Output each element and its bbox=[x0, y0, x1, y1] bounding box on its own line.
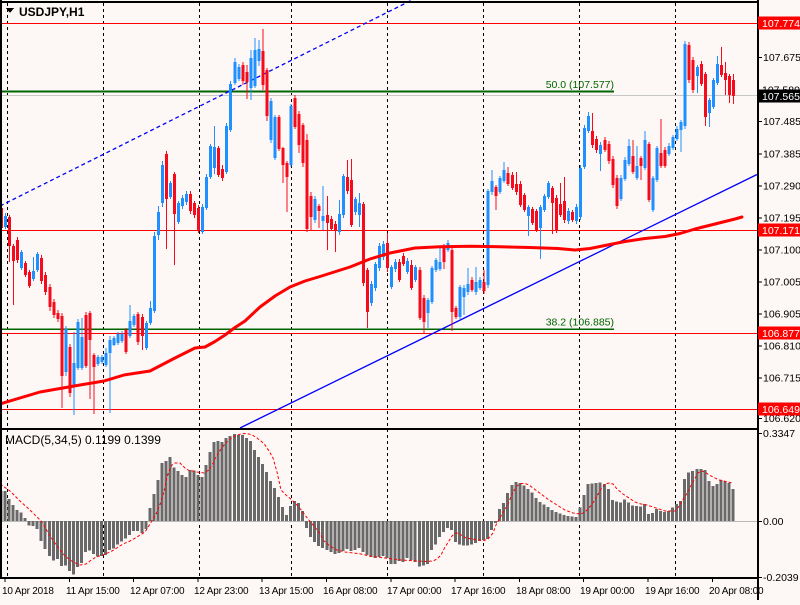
svg-text:USDJPY,H1: USDJPY,H1 bbox=[19, 5, 85, 19]
svg-text:17 Apr 00:00: 17 Apr 00:00 bbox=[387, 586, 442, 597]
svg-text:19 Apr 00:00: 19 Apr 00:00 bbox=[580, 586, 635, 597]
svg-text:107.485: 107.485 bbox=[763, 116, 800, 128]
svg-text:12 Apr 23:00: 12 Apr 23:00 bbox=[194, 586, 249, 597]
svg-text:107.005: 107.005 bbox=[763, 277, 800, 289]
svg-text:19 Apr 16:00: 19 Apr 16:00 bbox=[645, 586, 700, 597]
svg-text:38.2 (106.885): 38.2 (106.885) bbox=[546, 317, 614, 329]
svg-text:106.810: 106.810 bbox=[763, 341, 800, 353]
svg-text:107.171: 107.171 bbox=[762, 225, 800, 237]
svg-text:16 Apr 08:00: 16 Apr 08:00 bbox=[323, 586, 378, 597]
svg-text:13 Apr 15:00: 13 Apr 15:00 bbox=[259, 586, 314, 597]
svg-text:-0.2039: -0.2039 bbox=[763, 572, 799, 584]
svg-text:107.290: 107.290 bbox=[763, 181, 800, 193]
svg-text:50.0 (107.577): 50.0 (107.577) bbox=[546, 79, 614, 91]
svg-text:12 Apr 07:00: 12 Apr 07:00 bbox=[130, 586, 185, 597]
svg-text:106.649: 106.649 bbox=[762, 404, 800, 416]
svg-text:106.877: 106.877 bbox=[762, 328, 800, 340]
svg-text:106.620: 106.620 bbox=[763, 413, 800, 425]
svg-text:107.565: 107.565 bbox=[762, 91, 800, 103]
svg-text:10 Apr 2018: 10 Apr 2018 bbox=[2, 586, 54, 597]
svg-text:20 Apr 08:00: 20 Apr 08:00 bbox=[709, 586, 764, 597]
svg-text:11 Apr 15:00: 11 Apr 15:00 bbox=[66, 586, 120, 597]
svg-text:107.774: 107.774 bbox=[762, 18, 800, 30]
svg-text:0.00: 0.00 bbox=[763, 516, 784, 528]
svg-text:17 Apr 16:00: 17 Apr 16:00 bbox=[451, 586, 506, 597]
svg-text:106.715: 106.715 bbox=[763, 373, 800, 385]
svg-text:107.195: 107.195 bbox=[763, 213, 800, 225]
svg-text:18 Apr 08:00: 18 Apr 08:00 bbox=[516, 586, 571, 597]
svg-text:107.100: 107.100 bbox=[763, 245, 800, 257]
svg-text:107.675: 107.675 bbox=[763, 52, 800, 64]
svg-text:106.905: 106.905 bbox=[763, 309, 800, 321]
svg-text:107.385: 107.385 bbox=[763, 149, 800, 161]
svg-text:MACD(5,34,5) 0.1199 0.1399: MACD(5,34,5) 0.1199 0.1399 bbox=[5, 433, 161, 447]
svg-text:0.3347: 0.3347 bbox=[763, 428, 795, 440]
